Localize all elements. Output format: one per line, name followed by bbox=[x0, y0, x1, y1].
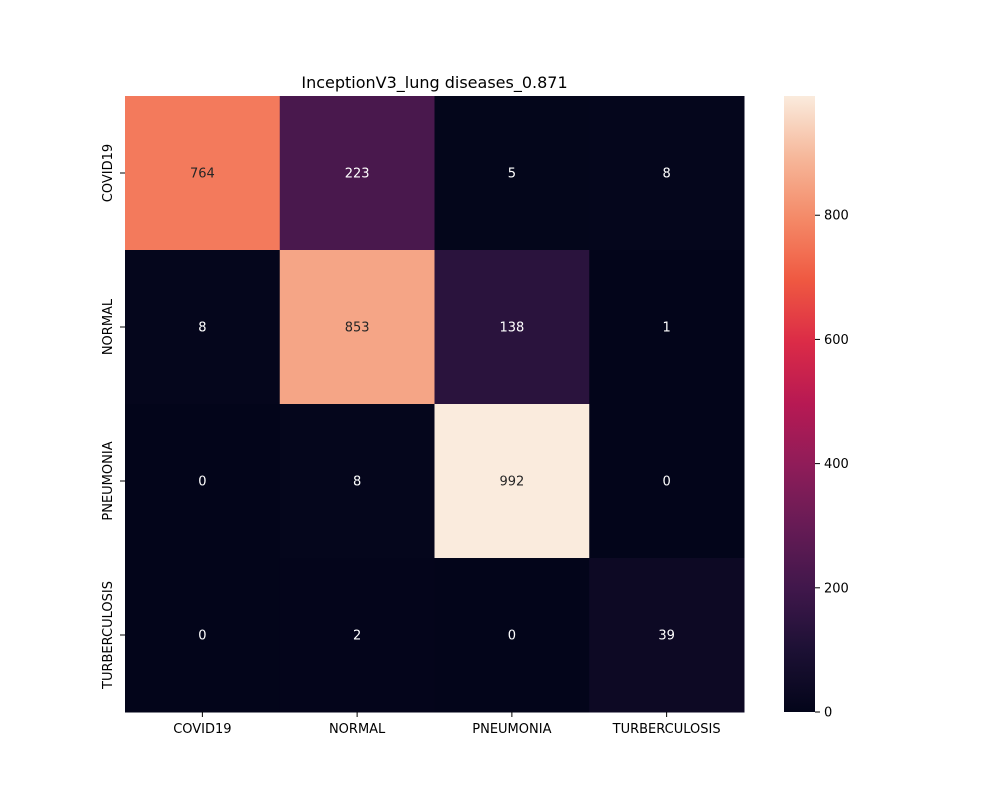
heatmap-cell-0-3 bbox=[589, 96, 745, 251]
heatmap-cell-3-0 bbox=[125, 558, 281, 713]
cell-value-0-0: 764 bbox=[190, 167, 215, 182]
heatmap-cell-1-1 bbox=[279, 250, 435, 405]
cell-value-3-2: 0 bbox=[508, 629, 516, 644]
cell-value-1-3: 1 bbox=[662, 321, 670, 336]
y-axis: COVID19 NORMAL PNEUMONIA TURBERCULOSIS bbox=[101, 144, 125, 690]
heatmap-cell-2-0 bbox=[125, 404, 281, 559]
cell-value-2-2: 992 bbox=[499, 475, 524, 490]
x-tick-label-2: PNEUMONIA bbox=[472, 722, 551, 737]
cell-value-1-0: 8 bbox=[198, 321, 206, 336]
heatmap-cell-1-2 bbox=[434, 250, 590, 405]
colorbar-gradient bbox=[784, 96, 815, 712]
heatmap-cell-3-1 bbox=[279, 558, 435, 713]
cell-value-2-1: 8 bbox=[353, 475, 361, 490]
y-tick-label-3: TURBERCULOSIS bbox=[101, 581, 116, 690]
heatmap-cell-0-0 bbox=[125, 96, 281, 251]
heatmap-cell-2-3 bbox=[589, 404, 745, 559]
heatmap-cell-3-3 bbox=[589, 558, 745, 713]
cell-value-2-0: 0 bbox=[198, 475, 206, 490]
heatmap-cell-0-1 bbox=[279, 96, 435, 251]
heatmap-cell-2-2 bbox=[434, 404, 590, 559]
heatmap-cell-2-1 bbox=[279, 404, 435, 559]
colorbar-tick-label-4: 800 bbox=[824, 209, 849, 224]
cell-value-1-1: 853 bbox=[345, 321, 370, 336]
chart-title: InceptionV3_lung diseases_0.871 bbox=[301, 73, 567, 93]
colorbar-tick-label-1: 200 bbox=[824, 581, 849, 596]
cell-value-3-1: 2 bbox=[353, 629, 361, 644]
colorbar-tick-label-0: 0 bbox=[824, 706, 832, 721]
colorbar-tick-label-3: 600 bbox=[824, 333, 849, 348]
y-tick-label-1: NORMAL bbox=[101, 298, 116, 355]
heatmap-cell-0-2 bbox=[434, 96, 590, 251]
cell-value-0-2: 5 bbox=[508, 167, 516, 182]
y-tick-label-2: PNEUMONIA bbox=[101, 441, 116, 520]
heatmap-cell-1-0 bbox=[125, 250, 281, 405]
x-axis: COVID19 NORMAL PNEUMONIA TURBERCULOSIS bbox=[173, 712, 721, 737]
y-tick-label-0: COVID19 bbox=[101, 144, 116, 202]
heatmap-cells: 764 223 5 8 8 853 138 1 0 8 992 0 0 2 0 39 bbox=[125, 96, 745, 713]
cell-value-3-0: 0 bbox=[198, 629, 206, 644]
heatmap-cell-3-2 bbox=[434, 558, 590, 713]
colorbar: 0 200 400 600 800 bbox=[784, 96, 849, 721]
cell-value-0-3: 8 bbox=[662, 167, 670, 182]
cell-value-3-3: 39 bbox=[658, 629, 675, 644]
cell-value-2-3: 0 bbox=[662, 475, 670, 490]
x-tick-label-3: TURBERCULOSIS bbox=[612, 722, 721, 737]
colorbar-tick-label-2: 400 bbox=[824, 457, 849, 472]
heatmap-cell-1-3 bbox=[589, 250, 745, 405]
x-tick-label-1: NORMAL bbox=[329, 722, 386, 737]
cell-value-0-1: 223 bbox=[345, 167, 370, 182]
cell-value-1-2: 138 bbox=[499, 321, 524, 336]
x-tick-label-0: COVID19 bbox=[173, 722, 231, 737]
